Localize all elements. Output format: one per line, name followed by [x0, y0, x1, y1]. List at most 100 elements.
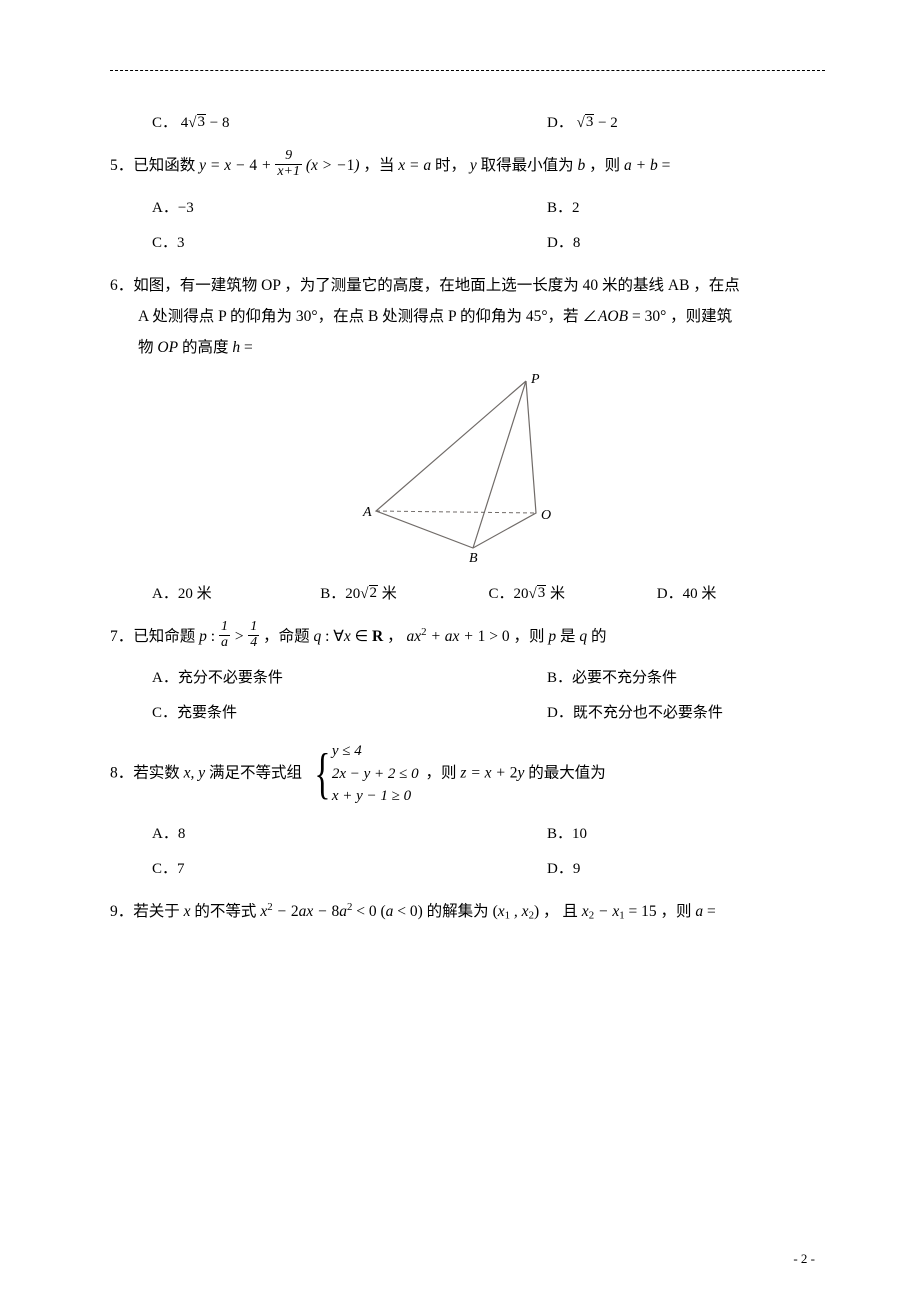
variables: x, y — [184, 765, 206, 782]
label-a: A — [362, 505, 372, 520]
top-divider — [110, 70, 825, 71]
q7-option-d: D．既不充分也不必要条件 — [547, 701, 825, 722]
text: ，当 — [360, 157, 399, 174]
option-label: D． — [547, 235, 573, 251]
text: 满足不等式组 — [205, 765, 306, 782]
option-label: A． — [152, 670, 178, 686]
text: 的 — [587, 628, 606, 645]
text: 已知命题 — [133, 628, 199, 645]
option-label: B． — [320, 586, 345, 602]
q8-option-d: D．9 — [547, 857, 825, 878]
text: 是 — [556, 628, 579, 645]
solid-edges — [376, 381, 536, 548]
q5-stem: 5．已知函数 y = x − 4 + 9x+1 (x > −1) ，当 x = … — [110, 150, 825, 182]
option-value: 3 − 2 — [577, 115, 618, 131]
q4-option-c: C． 43 − 8 — [152, 111, 547, 132]
variable: h — [232, 339, 240, 356]
q8-options-cd: C．7 D．9 — [152, 857, 825, 878]
option-value: −3 — [178, 200, 194, 216]
q8-option-c: C．7 — [152, 857, 547, 878]
q7-option-c: C．充要条件 — [152, 701, 547, 722]
text: 如图，有一建筑物 OP ，为了测量它的高度，在地面上选一长度为 40 米的基线 … — [133, 277, 740, 294]
q8-option-b: B．10 — [547, 822, 825, 843]
dashed-edge — [376, 511, 536, 513]
condition: x2 − x1 = 15 — [582, 903, 657, 920]
text: ，则 — [585, 157, 624, 174]
text: 物 — [138, 339, 157, 356]
option-value: 40 米 — [683, 586, 717, 602]
inequality: x2 − 2ax − 8a2 < 0 (a < 0) — [260, 903, 422, 920]
variable: q — [579, 628, 587, 645]
option-label: B． — [547, 200, 572, 216]
q6-option-a: A．20 米 — [152, 582, 320, 603]
text: 已知函数 — [133, 157, 199, 174]
equation: a + b — [624, 157, 658, 174]
option-value: 20 米 — [178, 586, 212, 602]
option-label: C． — [152, 861, 177, 877]
option-value: 充分不必要条件 — [178, 670, 283, 686]
option-value: 7 — [177, 861, 185, 877]
option-value: 既不充分也不必要条件 — [573, 705, 723, 721]
option-value: 8 — [178, 826, 186, 842]
question-number: 5． — [110, 157, 133, 174]
q6-stem: 6．如图，有一建筑物 OP ，为了测量它的高度，在地面上选一长度为 40 米的基… — [110, 270, 825, 363]
label-o: O — [541, 508, 551, 523]
option-value: 10 — [572, 826, 587, 842]
interval: (x1 , x2) — [493, 903, 540, 920]
text: = — [703, 903, 716, 920]
text-line3: 物 OP 的高度 h = — [110, 339, 253, 356]
text: 的高度 — [178, 339, 232, 356]
text: A 处测得点 P 的仰角为 30°，在点 B 处测得点 P 的仰角为 45°，若 — [138, 308, 582, 325]
q6-option-b: B．202 米 — [320, 582, 488, 603]
left-brace-icon: { — [314, 746, 330, 802]
inequality: ax2 + ax + 1 > 0 — [407, 628, 510, 645]
q8-stem: 8．若实数 x, y 满足不等式组 { y ≤ 4 2x − y + 2 ≤ 0… — [110, 740, 825, 808]
option-value: 203 米 — [514, 586, 566, 602]
text: = — [658, 157, 671, 174]
text: ，则 — [510, 628, 549, 645]
text: 的不等式 — [191, 903, 261, 920]
text: 若实数 — [133, 765, 183, 782]
option-value: 3 — [177, 235, 185, 251]
q7-option-a: A．充分不必要条件 — [152, 666, 547, 687]
question-number: 8． — [110, 765, 133, 782]
question-number: 6． — [110, 277, 133, 294]
option-label: D． — [547, 705, 573, 721]
question-number: 7． — [110, 628, 133, 645]
text: ，命题 — [259, 628, 313, 645]
option-label: C． — [152, 235, 177, 251]
q7-options-cd: C．充要条件 D．既不充分也不必要条件 — [152, 701, 825, 722]
label-p: P — [530, 373, 540, 387]
option-value: 2 — [572, 200, 580, 216]
proposition-p: p : 1a > 14 — [199, 628, 259, 645]
option-label: C． — [152, 115, 177, 131]
text: 的最大值为 — [524, 765, 605, 782]
sys-line: x + y − 1 ≥ 0 — [332, 785, 419, 808]
q4-options-cd: C． 43 − 8 D． 3 − 2 — [152, 111, 825, 132]
q5-option-d: D．8 — [547, 231, 825, 252]
objective: z = x + 2y — [460, 765, 524, 782]
option-label: A． — [152, 826, 178, 842]
variable: a — [695, 903, 703, 920]
q5-option-b: B．2 — [547, 196, 825, 217]
page-container: C． 43 − 8 D． 3 − 2 5．已知函数 y = x − 4 + 9x… — [0, 0, 920, 1302]
option-value: 充要条件 — [177, 705, 237, 721]
inequality-system: { y ≤ 4 2x − y + 2 ≤ 0 x + y − 1 ≥ 0 — [309, 740, 419, 808]
option-label: A． — [152, 200, 178, 216]
q5-option-c: C．3 — [152, 231, 547, 252]
angle: ∠AOB = 30° — [582, 308, 666, 325]
sys-line: y ≤ 4 — [332, 740, 419, 763]
q8-options-ab: A．8 B．10 — [152, 822, 825, 843]
option-label: B． — [547, 826, 572, 842]
q8-option-a: A．8 — [152, 822, 547, 843]
option-value: 8 — [573, 235, 581, 251]
text: ， — [383, 628, 406, 645]
option-value: 必要不充分条件 — [572, 670, 677, 686]
page-number: - 2 - — [793, 1251, 815, 1267]
q5-option-a: A．−3 — [152, 196, 547, 217]
proposition-q: q : ∀x ∈ R — [313, 628, 383, 645]
q6-option-c: C．203 米 — [489, 582, 657, 603]
variable: p — [548, 628, 556, 645]
q7-stem: 7．已知命题 p : 1a > 14 ，命题 q : ∀x ∈ R ， ax2 … — [110, 621, 825, 653]
tetrahedron-diagram: P A B O — [358, 373, 578, 563]
